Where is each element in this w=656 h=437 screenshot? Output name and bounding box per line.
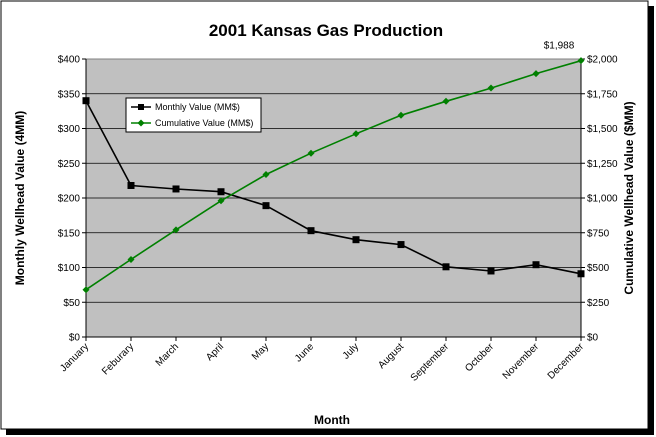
data-point — [262, 202, 270, 210]
series — [82, 57, 585, 294]
y-right-tick-label: $1,000 — [587, 194, 618, 205]
data-point — [172, 185, 180, 193]
series-line-1 — [85, 59, 582, 291]
y-left-tick-label: $100 — [58, 263, 81, 274]
data-point — [262, 171, 270, 179]
data-point — [127, 181, 135, 189]
y-right-tick-label: $2,000 — [587, 55, 618, 66]
y-left-tick-label: $0 — [69, 333, 81, 344]
y-axis-right-title: Cumulative Wellhead Value ($MM) — [622, 101, 636, 294]
data-point — [82, 286, 90, 294]
y-left-tick-label: $50 — [63, 298, 80, 309]
data-point — [82, 97, 90, 105]
data-point — [487, 84, 495, 92]
data-point — [532, 70, 540, 78]
data-point — [352, 130, 360, 138]
data-point — [172, 226, 180, 234]
data-point — [442, 263, 450, 271]
y-right-tick-label: $1,750 — [587, 89, 618, 100]
x-axis-title: Month — [314, 413, 350, 427]
legend-label-monthly: Monthly Value (MM$) — [155, 102, 240, 112]
data-point — [397, 241, 405, 249]
series-line-0 — [85, 100, 582, 275]
y-right-tick-label: $750 — [587, 228, 610, 239]
y-left-tick-label: $200 — [58, 194, 81, 205]
y-left-tick-label: $300 — [58, 124, 81, 135]
data-point — [217, 197, 225, 205]
y-axis-left-title: Monthly Wellhead Value (4MM) — [13, 111, 27, 285]
data-point — [487, 267, 495, 275]
data-point — [577, 270, 585, 278]
y-right-tick-label: $0 — [587, 333, 599, 344]
y-right-tick-label: $250 — [587, 298, 610, 309]
y-right-tick-label: $1,500 — [587, 124, 618, 135]
legend-marker-cumulative — [137, 119, 145, 127]
y-left-tick-label: $400 — [58, 55, 81, 66]
data-point — [217, 188, 225, 196]
gridlines — [86, 93, 581, 303]
y-left-tick-label: $150 — [58, 228, 81, 239]
legend: Monthly Value (MM$) Cumulative Value (MM… — [125, 97, 262, 133]
data-point — [397, 111, 405, 119]
chart-title: 2001 Kansas Gas Production — [209, 21, 443, 40]
data-point — [442, 97, 450, 105]
data-label: $1,988 — [544, 41, 575, 52]
legend-box — [125, 97, 262, 133]
data-point — [307, 227, 315, 235]
legend-label-cumulative: Cumulative Value (MM$) — [155, 118, 253, 128]
y-left-tick-label: $350 — [58, 89, 81, 100]
y-right-tick-label: $500 — [587, 263, 610, 274]
data-point — [532, 261, 540, 269]
data-point — [307, 149, 315, 157]
y-left-tick-label: $250 — [58, 159, 81, 170]
data-point — [352, 236, 360, 244]
data-point — [577, 57, 585, 65]
y-right-tick-label: $1,250 — [587, 159, 618, 170]
data-point — [127, 255, 135, 263]
legend-marker-monthly — [138, 104, 144, 110]
annotations: $1,988 — [544, 41, 575, 52]
